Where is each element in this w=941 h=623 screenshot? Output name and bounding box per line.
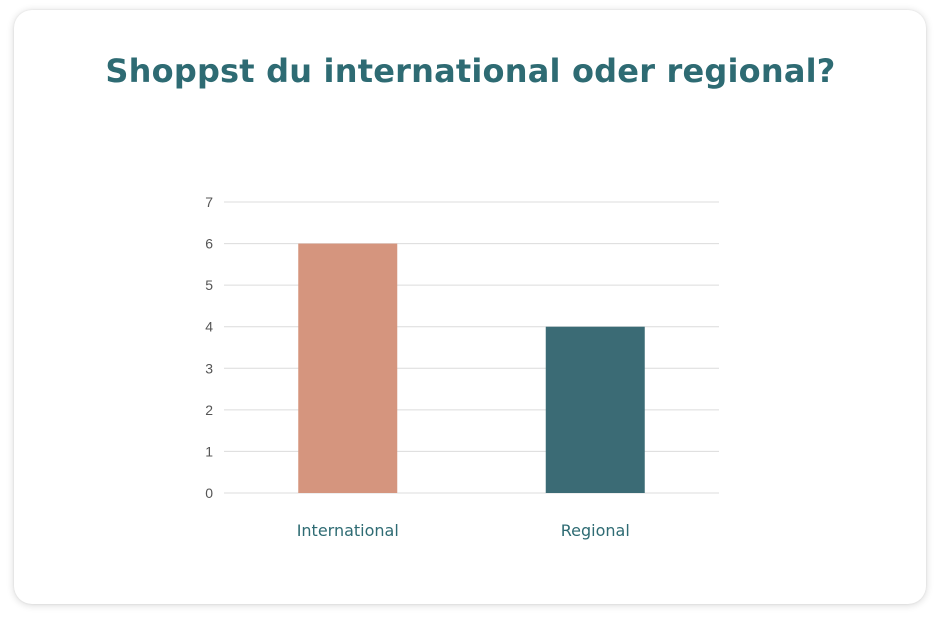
x-category-label: Regional [561,521,630,540]
chart-title: Shoppst du international oder regional? [105,52,836,90]
bar-regional [545,326,645,493]
y-tick-label: 6 [205,236,213,252]
chart-card [14,10,926,604]
y-tick-label: 3 [205,360,213,376]
bars [298,243,645,493]
bar-international [298,243,398,493]
x-axis-labels: International Regional [297,521,630,540]
y-tick-label: 2 [205,402,213,418]
y-tick-label: 7 [205,194,213,210]
y-tick-label: 5 [205,277,213,293]
y-tick-label: 1 [205,443,213,459]
y-tick-label: 0 [205,485,213,501]
y-axis-ticks: 0 1 2 3 4 5 6 7 [205,194,213,501]
x-category-label: International [297,521,399,540]
y-tick-label: 4 [205,319,213,335]
